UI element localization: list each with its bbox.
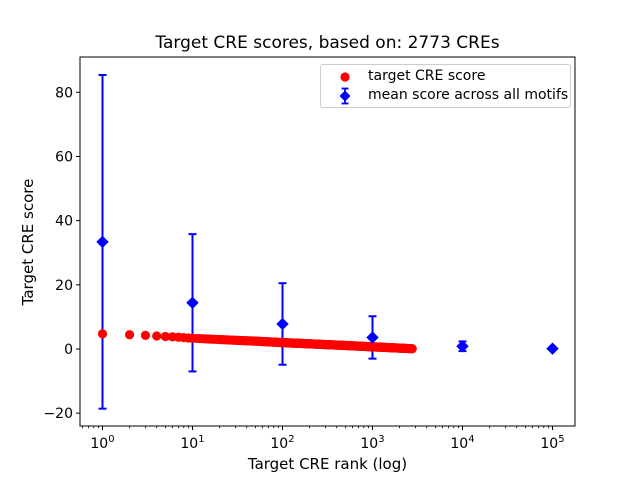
svg-text:−20: −20 [43, 406, 73, 422]
red-circle-marker-icon [321, 68, 368, 86]
svg-text:40: 40 [55, 214, 73, 230]
legend: target CRE score mean score across all m… [320, 64, 571, 108]
svg-text:103: 103 [360, 434, 384, 452]
x-axis-label: Target CRE rank (log) [247, 455, 408, 473]
chart-title: Target CRE scores, based on: 2773 CREs [155, 33, 500, 53]
svg-text:0: 0 [64, 342, 73, 358]
svg-text:104: 104 [450, 434, 474, 452]
svg-text:105: 105 [540, 434, 564, 452]
blue-diamond-errorbar-marker-icon [321, 87, 368, 105]
legend-item-mean-score: mean score across all motifs [321, 86, 570, 105]
legend-item-target-cre-score: target CRE score [321, 67, 570, 86]
svg-text:80: 80 [55, 85, 73, 101]
svg-text:100: 100 [90, 434, 114, 452]
legend-item-label: mean score across all motifs [368, 87, 569, 103]
svg-text:101: 101 [180, 434, 204, 452]
svg-text:20: 20 [55, 278, 73, 294]
svg-text:60: 60 [55, 149, 73, 165]
svg-text:102: 102 [270, 434, 294, 452]
legend-item-label: target CRE score [368, 68, 486, 84]
y-axis-label: Target CRE score [19, 178, 37, 306]
